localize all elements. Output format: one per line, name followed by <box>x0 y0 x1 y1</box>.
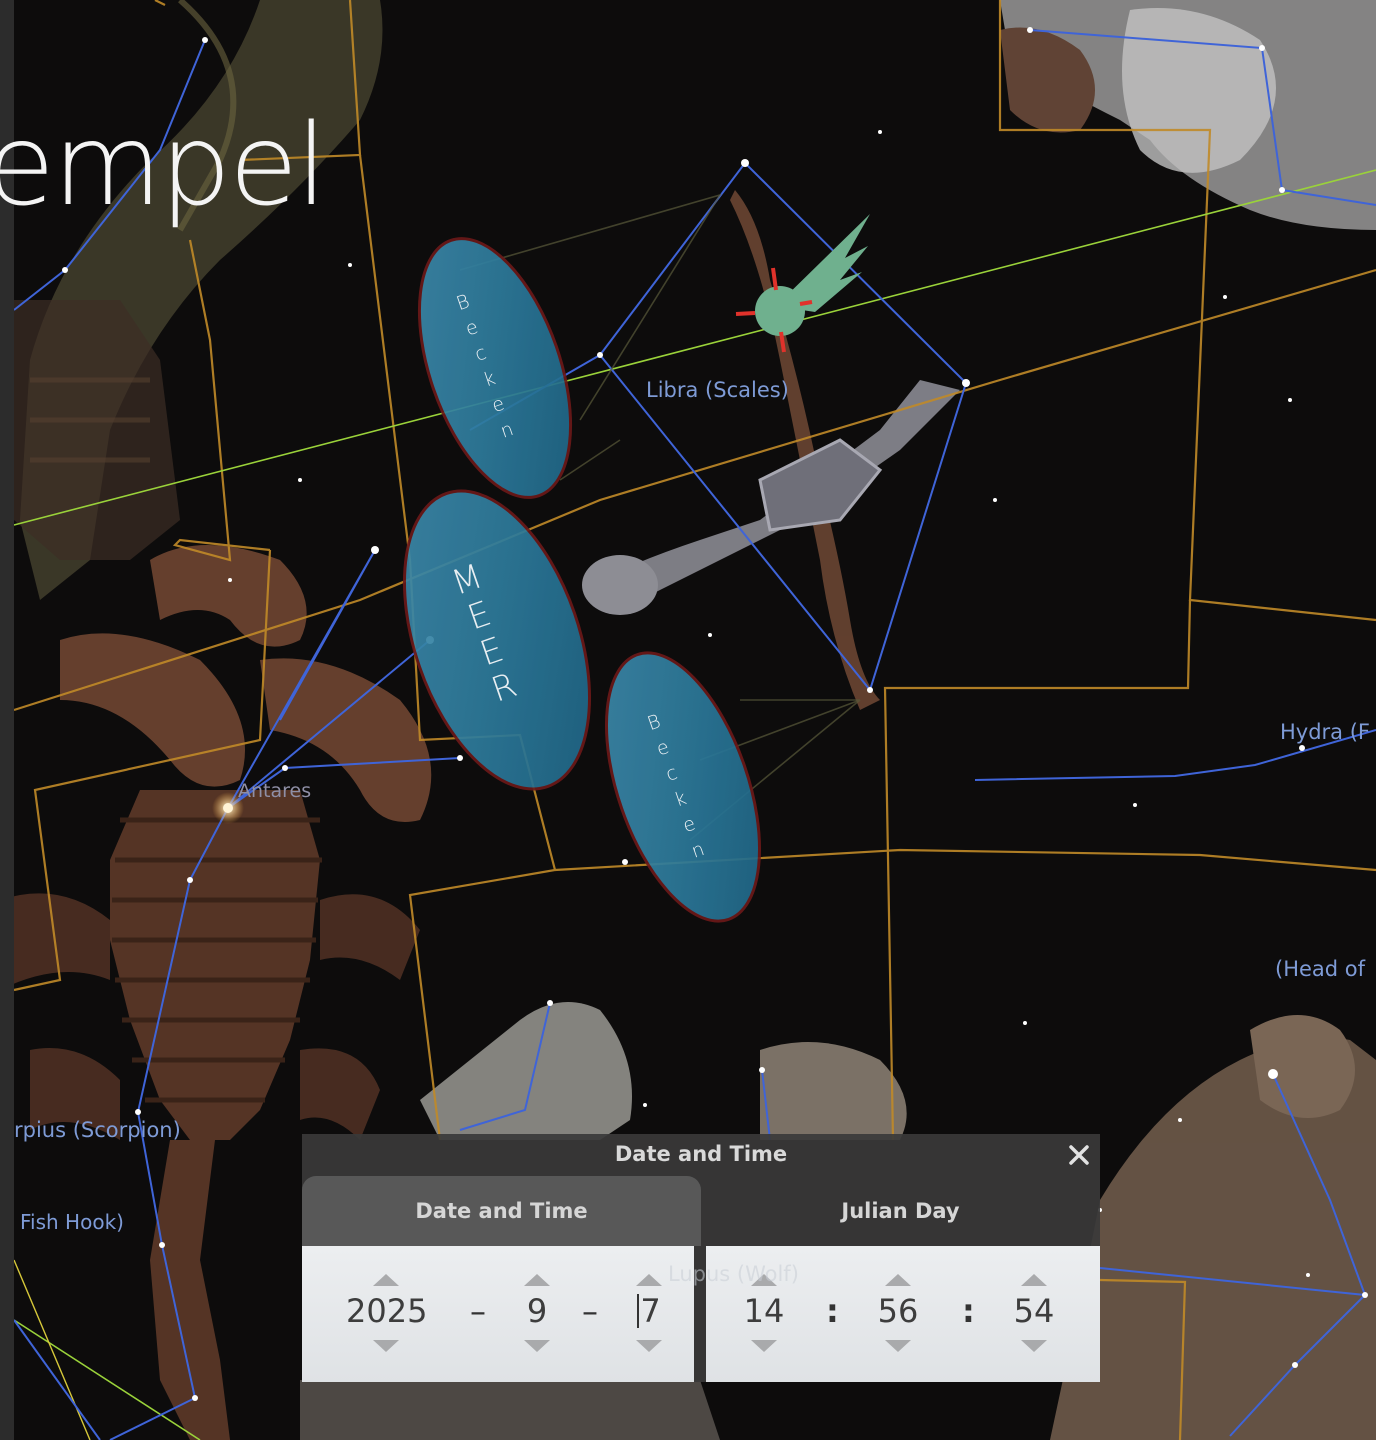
dialog-title: Date and Time <box>614 1142 788 1166</box>
month-down-arrow-icon[interactable] <box>524 1340 550 1352</box>
left-window-strip <box>0 0 14 1440</box>
lupus-figure <box>300 1002 907 1440</box>
day-spinbox[interactable]: 7 <box>628 1246 670 1382</box>
time-panel: 14 : 56 : 54 Lupus (Wolf) <box>668 1246 1100 1382</box>
centaurus-figure <box>1050 1015 1376 1440</box>
tab-julian-day[interactable]: Julian Day <box>841 1199 960 1223</box>
slide-title: empel <box>0 101 327 231</box>
year-spinbox[interactable]: 2025 <box>346 1246 428 1382</box>
year-value[interactable]: 2025 <box>346 1292 428 1330</box>
serpens-figure <box>20 0 383 600</box>
virgo-figure <box>1000 0 1376 230</box>
minute-down-arrow-icon[interactable] <box>885 1340 911 1352</box>
year-down-arrow-icon[interactable] <box>373 1340 399 1352</box>
hour-spinbox[interactable]: 14 <box>742 1246 786 1382</box>
day-value[interactable]: 7 <box>628 1292 670 1330</box>
hour-down-arrow-icon[interactable] <box>751 1340 777 1352</box>
minute-spinbox[interactable]: 56 <box>876 1246 920 1382</box>
tab-date-and-time[interactable]: Date and Time <box>302 1176 701 1246</box>
dialog-titlebar[interactable]: Date and Time <box>302 1134 1100 1176</box>
second-value[interactable]: 54 <box>1013 1292 1055 1330</box>
date-time-dialog: Date and Time Date and Time Julian Day 2… <box>302 1134 1100 1382</box>
basin-upper <box>417 237 573 499</box>
label-hydra: Hydra (F <box>1280 720 1370 744</box>
month-up-arrow-icon[interactable] <box>524 1274 550 1286</box>
minute-value[interactable]: 56 <box>877 1292 919 1330</box>
month-value[interactable]: 9 <box>526 1292 548 1330</box>
second-up-arrow-icon[interactable] <box>1021 1274 1047 1286</box>
date-separator: – <box>582 1292 598 1330</box>
hour-up-arrow-icon[interactable] <box>751 1274 777 1286</box>
day-up-arrow-icon[interactable] <box>636 1274 662 1286</box>
ecliptic-line <box>13 169 1376 526</box>
second-down-arrow-icon[interactable] <box>1021 1340 1047 1352</box>
label-head-of: (Head of <box>1275 957 1366 981</box>
ophiuchus-figure <box>14 300 180 560</box>
date-separator: – <box>470 1292 486 1330</box>
close-icon <box>1069 1145 1089 1165</box>
basin-ellipses <box>402 237 762 923</box>
date-panel: 2025 – 9 – 7 <box>302 1246 694 1382</box>
label-scorpius: rpius (Scorpion) <box>14 1118 181 1142</box>
label-lupus: Lupus (Wolf) <box>668 1262 799 1286</box>
label-fish-hook: Fish Hook) <box>20 1210 124 1234</box>
label-libra: Libra (Scales) <box>646 378 789 402</box>
day-down-arrow-icon[interactable] <box>636 1340 662 1352</box>
scorpion-figure <box>0 545 432 1440</box>
month-spinbox[interactable]: 9 <box>516 1246 558 1382</box>
comet-icon <box>735 214 870 353</box>
time-separator: : <box>962 1292 975 1330</box>
year-up-arrow-icon[interactable] <box>373 1274 399 1286</box>
hour-value[interactable]: 14 <box>743 1292 785 1330</box>
libra-figure <box>582 190 960 710</box>
label-antares: Antares <box>238 780 312 802</box>
time-separator: : <box>826 1292 839 1330</box>
basin-lower <box>604 651 762 923</box>
basin-center <box>402 489 592 791</box>
constellation-lines <box>13 29 1376 1440</box>
second-spinbox[interactable]: 54 <box>1012 1246 1056 1382</box>
minute-up-arrow-icon[interactable] <box>885 1274 911 1286</box>
text-caret <box>637 1294 640 1328</box>
close-button[interactable] <box>1064 1140 1094 1170</box>
